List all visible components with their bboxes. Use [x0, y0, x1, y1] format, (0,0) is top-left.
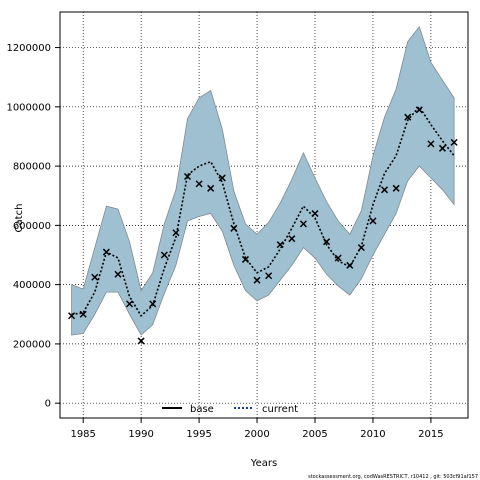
observed-point: [427, 140, 435, 148]
observed-point: [346, 261, 354, 269]
observed-point: [253, 276, 261, 284]
footer-text: stockassessment.org, codWasRESTRICT, r10…: [308, 474, 478, 480]
observed-point: [195, 180, 203, 188]
observed-point: [241, 255, 249, 263]
x-axis: 1985 1990 1995 2000 2005 2010 2015: [70, 418, 444, 440]
legend-current-label: current: [262, 404, 298, 415]
y-axis-title: Catch: [14, 204, 25, 233]
current-fit-line: [71, 105, 455, 318]
observed-point: [160, 251, 168, 259]
observed-point: [369, 217, 377, 225]
observed-point: [79, 310, 87, 318]
y-tick-label: 800000: [13, 162, 51, 173]
legend-base-label: base: [190, 404, 214, 415]
observed-point: [149, 300, 157, 308]
observed-point: [126, 300, 134, 308]
x-tick-label: 2005: [302, 429, 327, 440]
x-tick-label: 2015: [418, 429, 443, 440]
y-tick-label: 1200000: [6, 43, 51, 54]
observed-point: [102, 248, 110, 256]
observed-point: [288, 235, 296, 243]
x-tick-label: 1985: [70, 429, 95, 440]
confidence-band: [71, 25, 455, 336]
observed-point: [323, 238, 331, 246]
y-tick-label: 600000: [13, 221, 51, 232]
plot-frame: [59, 11, 469, 419]
y-tick-label: 400000: [13, 280, 51, 291]
observed-point: [357, 244, 365, 252]
observed-point: [230, 224, 238, 232]
observed-point: [392, 184, 400, 192]
x-tick-label: 2000: [244, 429, 269, 440]
x-tick-label: 1990: [128, 429, 153, 440]
y-tick-label: 200000: [13, 339, 51, 350]
observed-point: [218, 174, 226, 182]
observed-points: [68, 106, 458, 345]
observed-point: [276, 241, 284, 249]
observed-point: [91, 273, 99, 281]
observed-point: [183, 172, 192, 181]
y-axis: 0 200000 400000 600000 800000 1000000 1200000: [6, 43, 60, 410]
observed-point: [265, 272, 273, 280]
observed-point: [172, 229, 180, 237]
x-tick-label: 1995: [186, 429, 211, 440]
observed-point: [404, 113, 412, 121]
x-axis-title: Years: [250, 458, 277, 469]
observed-point: [381, 186, 389, 194]
y-tick-label: 0: [45, 399, 51, 410]
observed-point: [438, 144, 447, 152]
observed-point: [114, 270, 122, 278]
observed-point: [334, 254, 342, 262]
x-tick-label: 2010: [360, 429, 385, 440]
legend: base current: [162, 404, 298, 415]
observed-point: [415, 106, 423, 114]
observed-point: [450, 138, 458, 146]
observed-point: [311, 209, 319, 218]
observed-point: [137, 337, 145, 345]
observed-point: [207, 184, 215, 192]
observed-point: [68, 312, 76, 320]
observed-point: [299, 220, 307, 228]
y-tick-label: 1000000: [6, 102, 51, 113]
